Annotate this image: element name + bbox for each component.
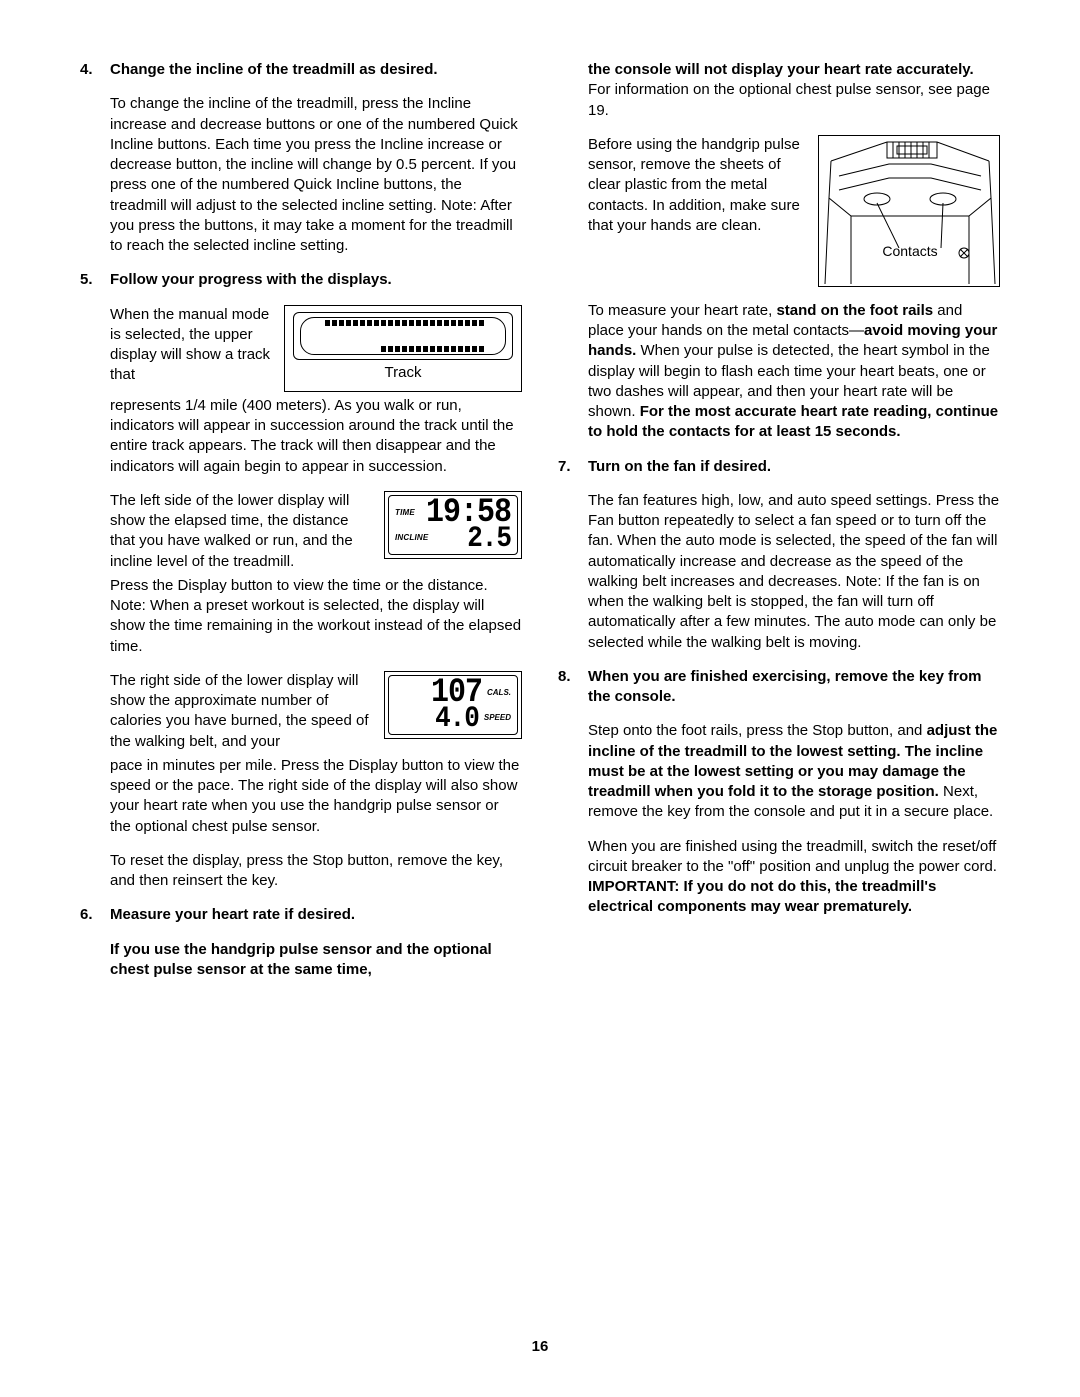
section-8-para-1: Step onto the foot rails, press the Stop…: [588, 721, 1000, 822]
section-4-header: 4. Change the incline of the treadmill a…: [80, 60, 522, 80]
section-8-number: 8.: [558, 667, 588, 708]
col2-top-para-1a: the console will not display your heart …: [588, 61, 974, 78]
section-8-para-2b: IMPORTANT: If you do not do this, the tr…: [588, 878, 936, 915]
col2-top-para-3: To measure your heart rate, stand on the…: [588, 301, 1000, 443]
section-7-number: 7.: [558, 457, 588, 477]
section-6-title: Measure your heart rate if desired.: [110, 905, 522, 925]
col2-top-para-3a: To measure your heart rate,: [588, 302, 776, 319]
lcd-incline-label: INCLINE: [395, 533, 428, 544]
section-7-para-1: The fan features high, low, and auto spe…: [588, 491, 1000, 653]
section-5-para-4: To reset the display, press the Stop but…: [110, 851, 522, 892]
section-5-block-3: The right side of the lower display will…: [110, 671, 522, 837]
section-5-number: 5.: [80, 270, 110, 290]
col2-top-para-1b: For information on the optional chest pu…: [588, 81, 990, 118]
lcd-time-label: TIME: [395, 508, 415, 519]
section-5-para-2a: The left side of the lower display will …: [110, 491, 372, 572]
page-number: 16: [0, 1337, 1080, 1357]
section-8-header: 8. When you are finished exercising, rem…: [558, 667, 1000, 708]
col2-top-para-1: the console will not display your heart …: [588, 60, 1000, 121]
section-5-para-1a: When the manual mode is selected, the up…: [110, 305, 272, 386]
left-column: 4. Change the incline of the treadmill a…: [80, 60, 522, 994]
section-4-para-1: To change the incline of the treadmill, …: [110, 94, 522, 256]
col2-top-para-3b: stand on the foot rails: [776, 302, 933, 319]
lcd-speed-value: 4.0: [435, 705, 479, 732]
lcd-cals-label: CALS.: [487, 688, 511, 699]
section-5-para-2b: Press the Display button to view the tim…: [110, 576, 522, 657]
section-6-para-1: If you use the handgrip pulse sensor and…: [110, 940, 522, 981]
section-5-para-3b: pace in minutes per mile. Press the Disp…: [110, 756, 522, 837]
track-dashes-top: [325, 320, 501, 326]
section-5-title: Follow your progress with the displays.: [110, 270, 522, 290]
section-5-para-1b: represents 1/4 mile (400 meters). As you…: [110, 396, 522, 477]
section-8-title: When you are finished exercising, remove…: [588, 667, 1000, 708]
section-5-para-3a: The right side of the lower display will…: [110, 671, 372, 752]
track-dashes-bottom: [381, 346, 501, 352]
page-columns: 4. Change the incline of the treadmill a…: [80, 60, 1000, 994]
treadmill-contacts-icon: Contacts: [819, 136, 1001, 288]
right-column: the console will not display your heart …: [558, 60, 1000, 994]
contacts-label: Contacts: [882, 243, 937, 259]
section-6-header: 6. Measure your heart rate if desired.: [80, 905, 522, 925]
section-5-header: 5. Follow your progress with the display…: [80, 270, 522, 290]
section-4-title: Change the incline of the treadmill as d…: [110, 60, 522, 80]
lcd-speed-label: SPEED: [484, 713, 511, 724]
contacts-figure: Contacts: [818, 135, 1000, 287]
section-6-number: 6.: [80, 905, 110, 925]
track-figure: Track: [284, 305, 522, 392]
section-5-block-2: The left side of the lower display will …: [110, 491, 522, 657]
lcd-incline-value: 2.5: [467, 525, 511, 552]
track-label: Track: [293, 363, 513, 383]
col2-top-para-2: Before using the handgrip pulse sensor, …: [588, 135, 806, 236]
section-8-para-2: When you are finished using the treadmil…: [588, 837, 1000, 918]
col2-contacts-block: Before using the handgrip pulse sensor, …: [588, 135, 1000, 287]
section-8-para-1a: Step onto the foot rails, press the Stop…: [588, 722, 927, 739]
lcd-time-incline-figure: TIME 19:58 INCLINE 2.5: [384, 491, 522, 559]
lcd-cals-speed-figure: 107 CALS. 4.0 SPEED: [384, 671, 522, 739]
section-7-header: 7. Turn on the fan if desired.: [558, 457, 1000, 477]
section-8-para-2a: When you are finished using the treadmil…: [588, 838, 997, 875]
section-7-title: Turn on the fan if desired.: [588, 457, 1000, 477]
section-5-block-1: When the manual mode is selected, the up…: [110, 305, 522, 477]
section-4-number: 4.: [80, 60, 110, 80]
col2-top-para-3f: For the most accurate heart rate reading…: [588, 403, 998, 440]
